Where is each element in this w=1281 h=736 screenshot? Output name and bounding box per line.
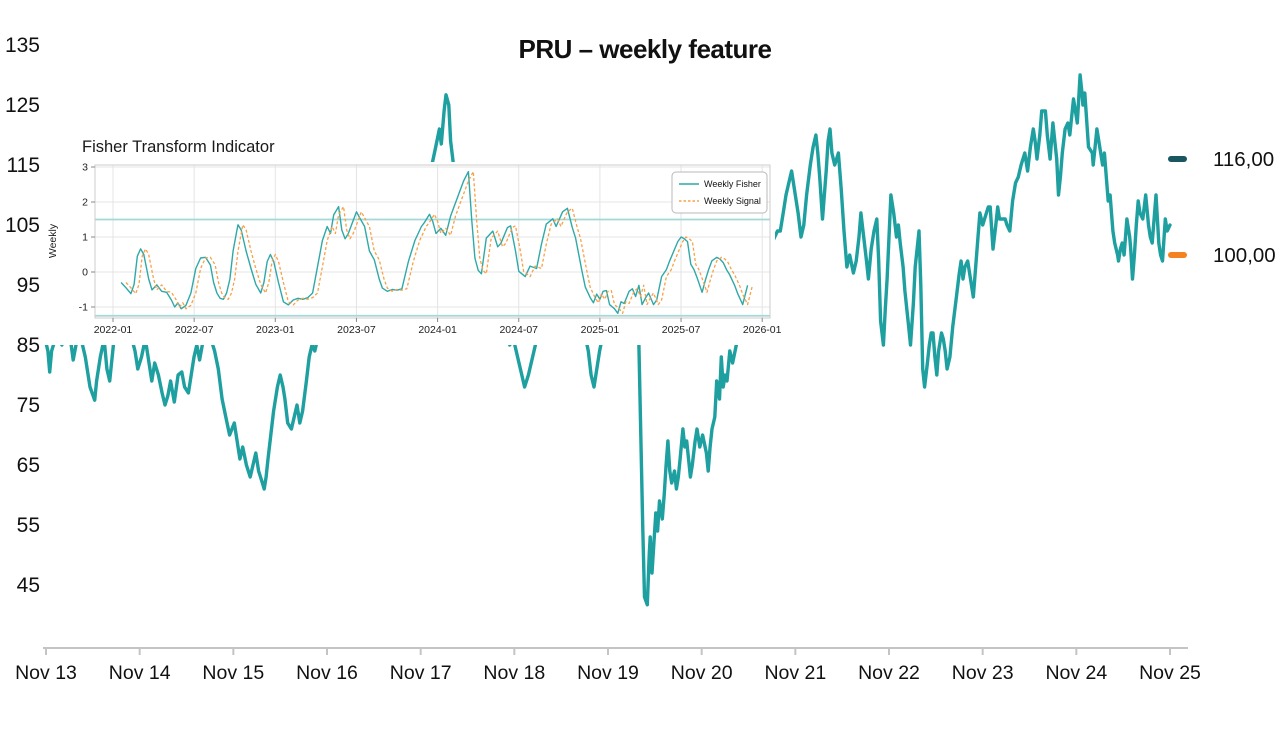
main-x-tick-label: Nov 16 xyxy=(296,662,358,684)
legend-fisher-label: Weekly Fisher xyxy=(704,179,761,189)
main-x-tick-label: Nov 25 xyxy=(1139,662,1201,684)
main-y-tick-label: 95 xyxy=(17,274,40,297)
inset-plot-frame xyxy=(94,164,771,319)
inset-y-tick-label: 0 xyxy=(82,267,88,279)
main-x-tick-label: Nov 13 xyxy=(15,662,77,684)
inset-y-tick-label: 3 xyxy=(82,162,88,174)
main-x-tick-label: Nov 17 xyxy=(390,662,452,684)
inset-x-tick-label: 2026-01 xyxy=(743,324,782,336)
main-y-tick-label: 45 xyxy=(17,574,40,597)
inset-x-tick-label: 2025-07 xyxy=(662,324,701,336)
fisher-inset: 2022-01 2022-07 2023-01 2023-07 2024-01 2024-… xyxy=(42,138,782,345)
inset-x-tick-label: 2022-01 xyxy=(94,324,133,336)
main-y-tick-label: 105 xyxy=(5,214,40,237)
level-116-label: 116,00 xyxy=(1213,148,1274,171)
inset-x-tick-label: 2022-07 xyxy=(175,324,214,336)
main-x-tick-label: Nov 24 xyxy=(1045,662,1107,684)
main-x-tick-label: Nov 23 xyxy=(952,662,1014,684)
inset-x-tick-label: 2024-07 xyxy=(499,324,538,336)
main-y-tick-label: 85 xyxy=(17,334,40,357)
inset-y-tick-label: 1 xyxy=(82,232,88,244)
main-x-tick-label: Nov 15 xyxy=(202,662,264,684)
main-y-tick-label: 115 xyxy=(7,154,40,177)
main-y-tick-label: 65 xyxy=(17,454,40,477)
inset-legend: Weekly Fisher Weekly Signal xyxy=(671,171,768,214)
inset-y-axis-label: Weekly xyxy=(47,223,59,258)
weekly-fisher-line xyxy=(120,170,749,314)
inset-title: Fisher Transform Indicator xyxy=(82,138,275,156)
main-x-tick-label: Nov 20 xyxy=(671,662,733,684)
inset-x-tick-label: 2024-01 xyxy=(418,324,457,336)
inset-y-tick-label: -1 xyxy=(79,302,88,314)
inset-x-tick-label: 2023-01 xyxy=(256,324,295,336)
inset-y-tick-label: 2 xyxy=(82,197,88,209)
level-markers: 116,00 100,00 xyxy=(1168,148,1276,267)
main-x-tick-label: Nov 21 xyxy=(764,662,826,684)
main-x-tick-label: Nov 22 xyxy=(858,662,920,684)
main-y-axis: 135 125 115 105 95 85 75 65 55 45 xyxy=(5,34,40,597)
legend-signal-label: Weekly Signal xyxy=(704,196,761,206)
level-116-dash-icon xyxy=(1168,156,1187,162)
weekly-signal-line xyxy=(125,170,754,314)
legend-box xyxy=(671,171,768,214)
main-y-tick-label: 135 xyxy=(5,34,40,57)
main-chart: PRU – weekly feature 135 125 115 105 95 85 75 6… xyxy=(5,34,1276,684)
level-100-label: 100,00 xyxy=(1213,244,1276,267)
main-x-tick-label: Nov 18 xyxy=(483,662,545,684)
inset-axis-labels: 2022-01 2022-07 2023-01 2023-07 2024-01 2024-… xyxy=(79,162,782,337)
inset-x-tick-label: 2023-07 xyxy=(337,324,376,336)
main-y-tick-label: 55 xyxy=(17,514,40,537)
level-100-dash-icon xyxy=(1168,252,1187,258)
main-y-tick-label: 75 xyxy=(17,394,40,417)
price-line-series xyxy=(43,73,1172,607)
page-title: PRU – weekly feature xyxy=(518,34,771,64)
main-x-axis: Nov 13 Nov 14 Nov 15 Nov 16 Nov 17 Nov 18 Nov … xyxy=(15,647,1201,684)
inset-x-tick-label: 2025-01 xyxy=(581,324,620,336)
main-x-tick-label: Nov 14 xyxy=(109,662,171,684)
main-y-tick-label: 125 xyxy=(5,94,40,117)
inset-background xyxy=(42,162,775,345)
main-x-tick-label: Nov 19 xyxy=(577,662,639,684)
